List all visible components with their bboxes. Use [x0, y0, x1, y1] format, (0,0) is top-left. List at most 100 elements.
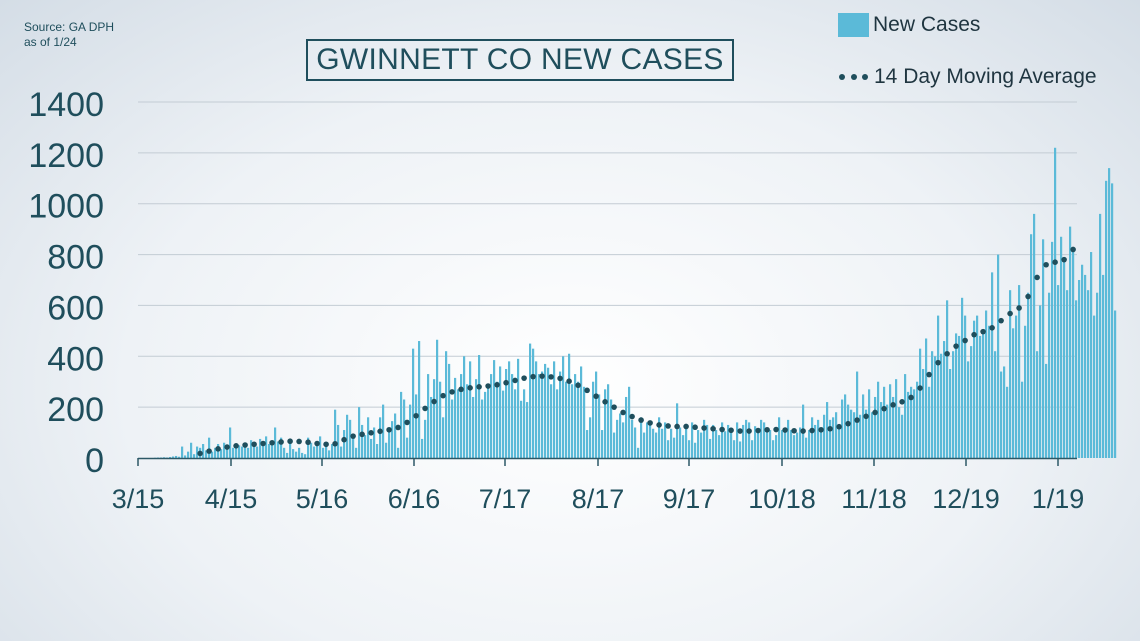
bar	[898, 407, 901, 458]
chart-title: GWINNETT CO NEW CASES	[306, 39, 734, 81]
bar	[865, 409, 868, 458]
bar	[1102, 274, 1105, 458]
bar	[847, 404, 850, 458]
bar	[631, 419, 634, 458]
moving-average-point	[269, 439, 275, 446]
moving-average-point	[791, 427, 797, 434]
moving-average-point	[368, 430, 374, 436]
bar	[337, 424, 340, 458]
bar	[445, 351, 448, 458]
bar	[553, 361, 556, 458]
bar	[517, 358, 520, 458]
bar	[457, 389, 460, 458]
moving-average-point	[647, 420, 653, 426]
bar	[910, 386, 913, 458]
bar	[1108, 168, 1111, 458]
moving-average-point	[665, 423, 671, 429]
bar	[373, 427, 376, 458]
bar	[523, 389, 526, 458]
moving-average-point	[503, 379, 509, 386]
moving-average-point	[377, 428, 383, 435]
bar	[706, 424, 709, 458]
bar	[694, 442, 697, 458]
bar	[298, 447, 301, 458]
bar	[214, 447, 217, 458]
as-of-line: as of 1/24	[24, 35, 77, 49]
bar	[319, 436, 322, 458]
moving-average-point	[566, 378, 572, 385]
bar	[682, 435, 685, 458]
bar	[679, 427, 682, 458]
bar	[685, 424, 688, 458]
bar	[1072, 249, 1075, 458]
bar	[568, 353, 571, 458]
bar	[286, 452, 289, 458]
moving-average-point	[314, 440, 320, 447]
bar	[349, 419, 352, 458]
bar	[724, 431, 727, 458]
y-tick-label: 800	[47, 239, 104, 277]
bar	[514, 389, 517, 458]
moving-average-point	[998, 317, 1004, 324]
bar	[442, 417, 445, 458]
bar	[490, 374, 493, 458]
moving-average-point	[395, 424, 401, 431]
bar	[448, 363, 451, 458]
x-tick-label: 4/15	[205, 484, 258, 514]
bar	[178, 456, 181, 458]
bar	[502, 390, 505, 458]
moving-average-point	[935, 359, 941, 366]
bar	[160, 457, 163, 458]
bar	[688, 440, 691, 458]
bar	[940, 353, 943, 458]
bar	[1096, 292, 1099, 458]
x-tick-label: 7/17	[479, 484, 532, 514]
bar	[1075, 300, 1078, 458]
bar	[835, 412, 838, 458]
bar	[376, 444, 379, 458]
bar	[505, 369, 508, 458]
bar	[784, 427, 787, 458]
bar	[811, 417, 814, 458]
moving-average-point	[926, 371, 932, 378]
bar	[265, 436, 268, 458]
bar	[676, 403, 679, 458]
bar	[1060, 236, 1063, 458]
bar	[361, 424, 364, 458]
moving-average-point	[512, 377, 518, 384]
bar	[595, 371, 598, 458]
bar	[691, 422, 694, 458]
moving-average-point	[764, 426, 770, 433]
bar	[646, 422, 649, 458]
bar	[901, 414, 904, 458]
moving-average-point	[332, 440, 338, 447]
moving-average-point	[872, 409, 878, 416]
bar	[589, 417, 592, 458]
bar	[886, 404, 889, 458]
bar	[715, 430, 718, 458]
moving-average-point	[719, 426, 725, 433]
bar	[913, 389, 916, 458]
bar	[640, 417, 643, 458]
bar	[943, 341, 946, 458]
moving-average-point	[584, 387, 590, 394]
bar	[862, 394, 865, 458]
y-tick-label: 1200	[28, 137, 104, 175]
bar	[769, 430, 772, 458]
bar	[970, 346, 973, 458]
bar	[1069, 226, 1072, 458]
moving-average-point	[989, 325, 995, 331]
moving-average-point	[836, 423, 842, 430]
moving-average-point	[485, 383, 491, 389]
bar	[748, 422, 751, 458]
bar	[193, 454, 196, 458]
bar	[751, 440, 754, 458]
bar	[949, 369, 952, 458]
moving-average-point	[890, 402, 896, 408]
bar	[391, 421, 394, 458]
bar	[394, 413, 397, 458]
x-tick-label: 9/17	[663, 484, 716, 514]
bar	[793, 435, 796, 458]
bar	[439, 381, 442, 458]
bar	[1027, 292, 1030, 458]
